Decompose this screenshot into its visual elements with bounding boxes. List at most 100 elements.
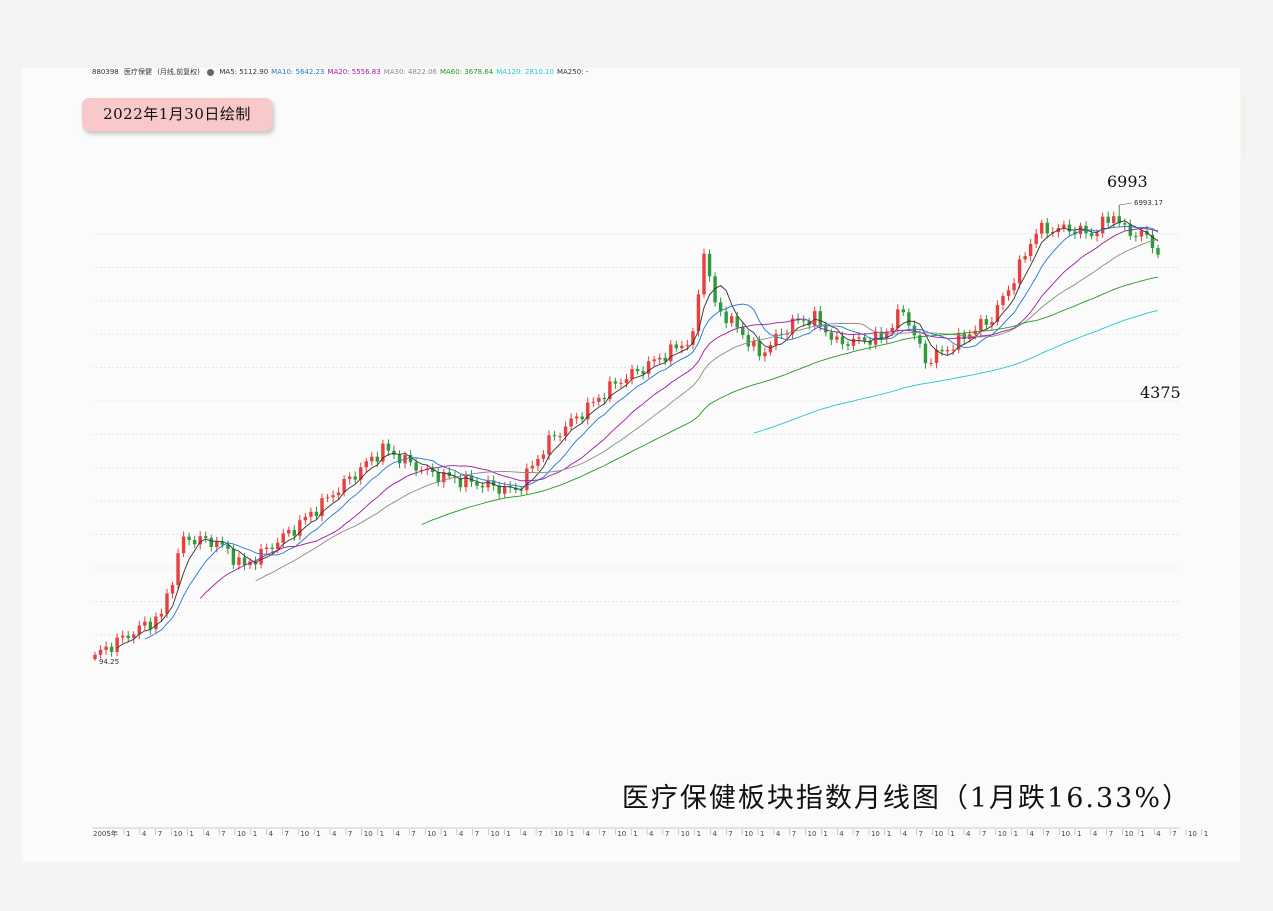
- candle-body: [1045, 222, 1049, 234]
- candle-body: [979, 319, 983, 331]
- candle-body: [364, 461, 368, 468]
- candle-body: [536, 458, 540, 466]
- x-tick-label: 1: [760, 830, 764, 838]
- candle-body: [1100, 216, 1105, 234]
- ma-indicator-list: MA5: 5112.90 MA10: 5642.23 MA20: 5556.83 MA…: [219, 68, 591, 76]
- date-badge: 2022年1月30日绘制: [82, 98, 272, 131]
- candle-body: [597, 397, 601, 402]
- candle-body: [248, 561, 252, 566]
- candle-body: [1017, 259, 1022, 284]
- candle-body: [220, 541, 225, 545]
- ma-indicator-1: MA10: 5642.23: [271, 68, 325, 76]
- x-tick-label: 7: [728, 830, 732, 838]
- candle-body: [1034, 233, 1038, 244]
- ma120-line: [753, 309, 1159, 434]
- x-tick-label: 10: [364, 830, 373, 838]
- x-tick-label: 1: [697, 830, 701, 838]
- x-tick-label: 10: [1188, 830, 1197, 838]
- settings-icon[interactable]: [207, 68, 215, 76]
- candle-body: [907, 312, 911, 326]
- x-tick-label: 4: [332, 830, 337, 838]
- candle-body: [901, 309, 906, 313]
- candle-body: [458, 478, 463, 488]
- x-tick-label: 10: [300, 830, 309, 838]
- candle-body: [580, 416, 584, 420]
- chart-panel: [22, 68, 1240, 862]
- candle-body: [652, 359, 656, 362]
- candle-body: [298, 520, 302, 536]
- candle-body: [104, 646, 108, 650]
- candle-body: [851, 338, 856, 346]
- x-tick-label: 1: [253, 830, 257, 838]
- candle-body: [109, 646, 114, 652]
- candle-body: [923, 343, 928, 364]
- candle-body: [763, 352, 767, 357]
- x-tick-label: 7: [538, 830, 542, 838]
- x-tick-label: 7: [919, 830, 923, 838]
- candle-body: [702, 253, 706, 295]
- ma-indicator-3: MA30: 4822.06: [383, 68, 437, 76]
- x-tick-label: 7: [285, 830, 289, 838]
- candle-body: [392, 450, 396, 455]
- candle-body: [563, 426, 568, 437]
- x-tick-label: 7: [665, 830, 669, 838]
- x-tick-label: 10: [1061, 830, 1070, 838]
- ma30-line: [255, 238, 1159, 582]
- candle-body: [984, 319, 989, 325]
- candle-body: [552, 435, 557, 437]
- candle-body: [120, 635, 125, 638]
- candle-body: [995, 305, 1000, 323]
- x-tick-label: 4: [649, 830, 654, 838]
- chart-header: 880398 医疗保健 (月线,前复权) MA5: 5112.90 MA10: 5…: [92, 67, 594, 77]
- candle-body: [685, 344, 690, 346]
- peak-annotation: 6993: [1107, 172, 1148, 191]
- candle-body: [347, 476, 352, 479]
- candle-body: [237, 557, 241, 565]
- x-tick-label: 4: [839, 830, 844, 838]
- x-tick-label: 7: [792, 830, 796, 838]
- candle-body: [497, 485, 501, 494]
- candle-body: [491, 480, 496, 486]
- x-tick-label: 1: [950, 830, 954, 838]
- candle-body: [381, 443, 385, 462]
- x-tick-label: 10: [998, 830, 1007, 838]
- x-tick-label: 1: [1204, 830, 1208, 838]
- x-tick-label: 10: [554, 830, 563, 838]
- candle-body: [187, 536, 191, 540]
- candle-body: [896, 309, 900, 328]
- candle-body: [198, 536, 202, 545]
- candle-body: [741, 327, 745, 336]
- candle-body: [774, 333, 778, 345]
- candle-body: [386, 443, 391, 451]
- candle-body: [436, 471, 440, 483]
- candle-body: [170, 584, 175, 594]
- candle-body: [1112, 216, 1116, 223]
- candle-body: [176, 553, 180, 585]
- x-tick-label: 10: [237, 830, 246, 838]
- candle-body: [336, 492, 341, 496]
- candle-body: [768, 344, 773, 353]
- candle-body: [359, 467, 363, 480]
- candle-body: [264, 547, 269, 549]
- x-tick-label: 10: [744, 830, 753, 838]
- candle-body: [635, 369, 640, 372]
- candle-body: [1123, 223, 1127, 225]
- candle-body: [1156, 248, 1160, 255]
- candle-body: [813, 311, 817, 326]
- ma-indicator-2: MA20: 5556.83: [327, 68, 381, 76]
- x-tick-label: 7: [348, 830, 352, 838]
- candle-body: [779, 333, 784, 335]
- candle-body: [281, 533, 285, 543]
- x-tick-label: 4: [903, 830, 908, 838]
- x-tick-label: 7: [1045, 830, 1049, 838]
- candle-body: [475, 481, 479, 486]
- candle-body: [331, 495, 335, 498]
- candle-body: [862, 337, 867, 341]
- candle-body: [275, 542, 280, 549]
- candle-body: [1095, 233, 1099, 237]
- candle-body: [790, 318, 795, 334]
- candle-body: [669, 344, 673, 362]
- candle-body: [320, 498, 324, 517]
- candle-body: [752, 340, 756, 347]
- candle-body: [1012, 283, 1016, 291]
